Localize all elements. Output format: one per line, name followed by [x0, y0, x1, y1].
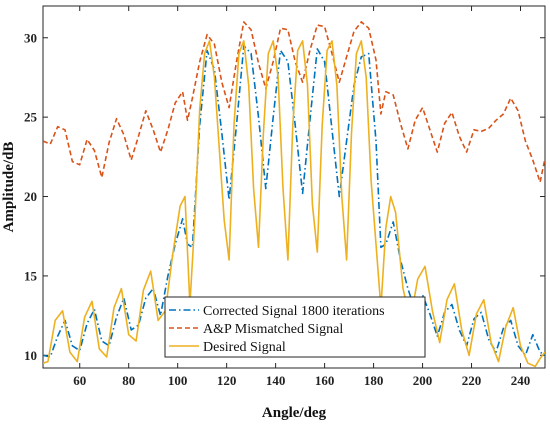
legend: Corrected Signal 1800 iterations A&P Mism… — [164, 296, 426, 358]
y-tick-label: 15 — [24, 268, 38, 283]
x-axis-label: Angle/deg — [262, 405, 327, 421]
x-tick-label: 200 — [413, 373, 433, 388]
y-tick-label: 30 — [24, 30, 37, 45]
x-tick-label: 180 — [364, 373, 384, 388]
y-axis-label: Amplitude/dB — [1, 142, 17, 233]
y-tick-label: 25 — [24, 110, 38, 125]
series-line-0 — [43, 44, 545, 358]
legend-label: Corrected Signal 1800 iterations — [203, 304, 385, 319]
x-tick-label: 240 — [511, 373, 531, 388]
series-line-2 — [43, 40, 545, 368]
x-tick-label: 60 — [73, 373, 86, 388]
plot-area — [43, 21, 545, 368]
x-tick-label: 120 — [217, 373, 237, 388]
legend-box — [164, 296, 426, 358]
x-tick-label: 140 — [266, 373, 286, 388]
y-tick-label: 20 — [24, 189, 37, 204]
legend-label: Desired Signal — [203, 340, 286, 355]
x-tick-label: 160 — [315, 373, 335, 388]
x-tick-label: 220 — [462, 373, 482, 388]
x-tick-label: 100 — [168, 373, 188, 388]
y-tick-label: 10 — [24, 348, 37, 363]
legend-label: A&P Mismatched Signal — [203, 322, 343, 337]
x-tick-label: 80 — [122, 373, 135, 388]
